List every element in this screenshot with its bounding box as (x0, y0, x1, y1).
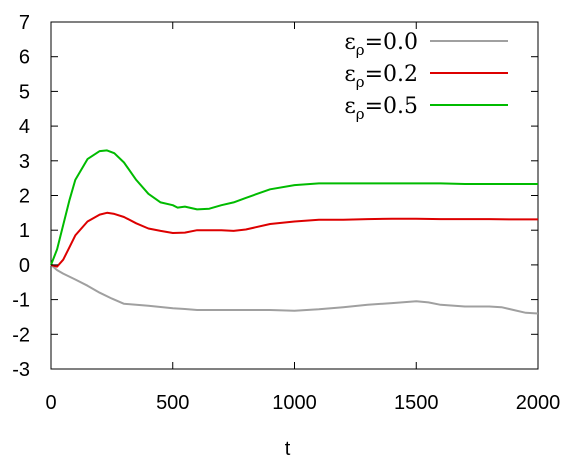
series-line-1 (50, 211, 538, 268)
series-line-0 (50, 264, 539, 315)
y-tick-label: 0 (19, 255, 30, 277)
legend: ερ=0.0 ερ=0.2 ερ=0.5 (344, 30, 508, 123)
legend-label-0: ερ=0.0 (344, 30, 418, 59)
y-tick-label: 1 (19, 220, 30, 242)
x-tick-label: 0 (45, 392, 56, 414)
x-tick-label: 1000 (272, 392, 317, 414)
x-tick-label: 1500 (394, 392, 439, 414)
x-axis-label: t (285, 438, 291, 460)
y-tick-label: -3 (12, 359, 30, 381)
y-tick-label: -1 (12, 290, 30, 312)
y-tick-label: 7 (19, 12, 30, 34)
y-tick-label: 6 (19, 47, 30, 69)
y-tick-label: 5 (19, 81, 30, 103)
series-lines (50, 149, 539, 315)
plot-area (50, 21, 539, 370)
plot-border (50, 21, 539, 370)
y-tick-label: 3 (19, 151, 30, 173)
legend-label-1: ερ=0.2 (344, 62, 418, 91)
x-tick-label: 500 (156, 392, 189, 414)
y-axis-ticks: -3 -2 -1 0 1 2 3 4 5 6 7 (12, 12, 538, 381)
series-line-2 (50, 149, 538, 266)
x-tick-label: 2000 (516, 392, 561, 414)
y-tick-label: -2 (12, 324, 30, 346)
legend-label-2: ερ=0.5 (344, 94, 418, 123)
y-tick-label: 4 (19, 116, 30, 138)
y-tick-label: 2 (19, 186, 30, 208)
x-axis-ticks: 0 500 1000 1500 2000 (45, 22, 560, 414)
